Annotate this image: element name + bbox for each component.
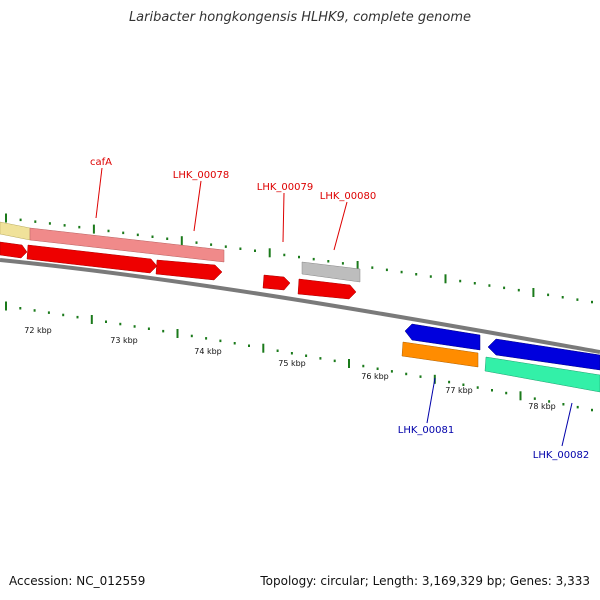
feature-orange[interactable] bbox=[401, 341, 479, 368]
feature-red-4[interactable] bbox=[262, 274, 291, 291]
gene-label-lhk-00081[interactable]: LHK_00081 bbox=[398, 425, 454, 436]
leader-lhk-00080 bbox=[333, 201, 348, 251]
gene-label-cafa[interactable]: cafA bbox=[90, 157, 112, 168]
leader-lhk-00079 bbox=[282, 192, 285, 243]
feature-blue-1[interactable] bbox=[404, 323, 481, 351]
scale-label-72: 72 kbp bbox=[24, 326, 52, 335]
gene-label-lhk-00082[interactable]: LHK_00082 bbox=[533, 450, 589, 461]
gene-label-lhk-00078[interactable]: LHK_00078 bbox=[173, 170, 229, 181]
scale-label-78: 78 kbp bbox=[528, 402, 556, 411]
scale-label-76: 76 kbp bbox=[361, 372, 389, 381]
leader-lhk-00082 bbox=[561, 402, 573, 447]
feature-red-1[interactable] bbox=[0, 241, 28, 259]
genome-summary-label: Topology: circular; Length: 3,169,329 bp… bbox=[260, 574, 590, 588]
gene-label-lhk-00080[interactable]: LHK_00080 bbox=[320, 191, 376, 202]
feature-pale-yellow[interactable] bbox=[0, 221, 31, 241]
scale-label-74: 74 kbp bbox=[194, 347, 222, 356]
scale-label-75: 75 kbp bbox=[278, 359, 306, 368]
feature-cafa-salmon[interactable] bbox=[29, 227, 225, 263]
gene-label-lhk-00079[interactable]: LHK_00079 bbox=[257, 182, 313, 193]
tick-marks-bottom bbox=[5, 301, 593, 412]
scale-label-73: 73 kbp bbox=[110, 336, 138, 345]
tick-marks-top bbox=[5, 213, 593, 304]
leader-lhk-00081 bbox=[426, 377, 436, 424]
feature-aquamarine[interactable] bbox=[484, 356, 600, 393]
feature-red-3[interactable] bbox=[155, 259, 223, 281]
leader-cafa bbox=[95, 167, 103, 219]
accession-label: Accession: NC_012559 bbox=[9, 574, 146, 588]
genome-backbone bbox=[0, 258, 600, 354]
map-title: Laribacter hongkongensis HLHK9, complete… bbox=[128, 10, 472, 25]
leader-lhk-00078 bbox=[193, 180, 202, 232]
feature-red-2[interactable] bbox=[26, 244, 158, 274]
feature-blue-2[interactable] bbox=[487, 338, 600, 371]
scale-label-77: 77 kbp bbox=[445, 386, 473, 395]
feature-red-5[interactable] bbox=[297, 278, 357, 300]
feature-gray[interactable] bbox=[301, 261, 361, 283]
